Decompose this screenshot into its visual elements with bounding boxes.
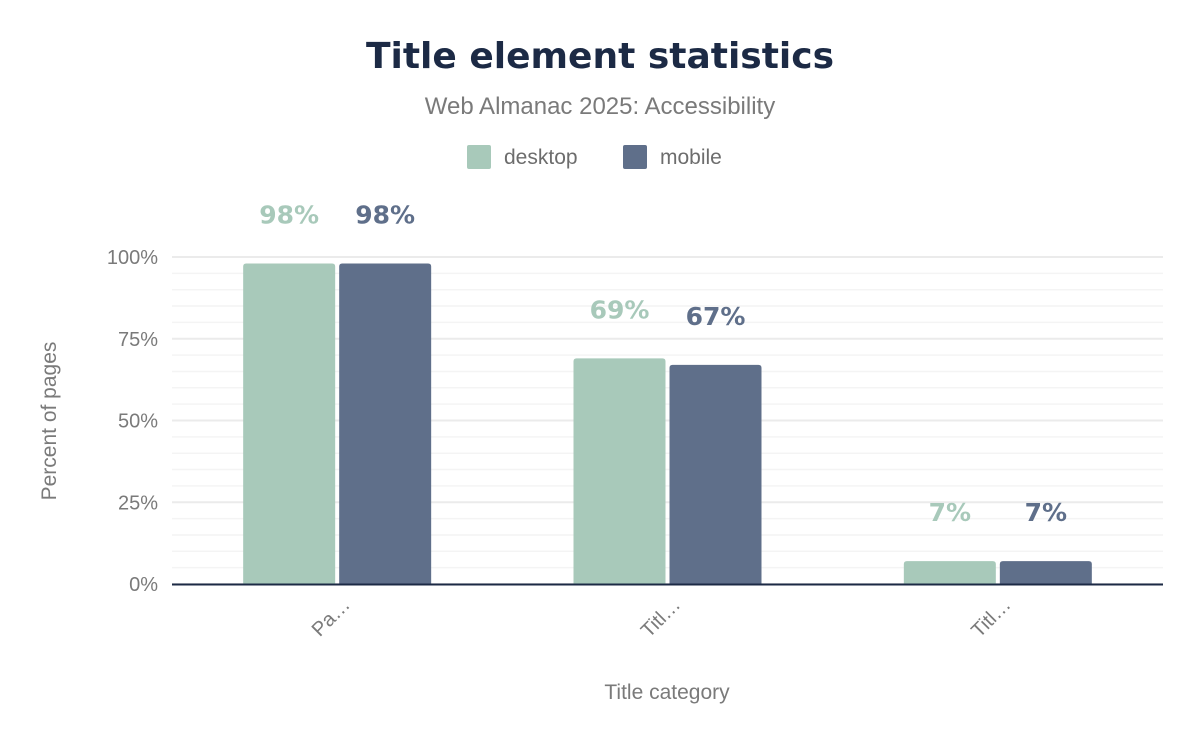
bars: 98% 98% 69% 67% 7% 7% bbox=[243, 201, 1092, 584]
chart-subtitle: Web Almanac 2025: Accessibility bbox=[425, 93, 775, 120]
data-label-desktop: 7% bbox=[929, 498, 971, 527]
data-label-mobile: 67% bbox=[686, 302, 746, 331]
legend-swatch-mobile bbox=[623, 145, 647, 169]
bar-desktop[interactable] bbox=[903, 561, 996, 584]
data-label-desktop: 69% bbox=[590, 295, 650, 324]
y-axis-ticks: 0% 25% 50% 75% 100% bbox=[107, 247, 158, 596]
data-label-desktop: 98% bbox=[259, 201, 319, 230]
legend-label-mobile: mobile bbox=[660, 146, 722, 169]
bar-mobile[interactable] bbox=[669, 364, 762, 584]
y-tick-label: 0% bbox=[129, 574, 158, 596]
bar-mobile[interactable] bbox=[339, 263, 432, 584]
gridlines bbox=[172, 256, 1163, 585]
legend: desktop mobile bbox=[467, 145, 722, 169]
x-tick-label: Pa… bbox=[308, 594, 355, 641]
y-tick-label: 75% bbox=[118, 329, 158, 351]
chart-title: Title element statistics bbox=[366, 36, 834, 77]
legend-swatch-desktop bbox=[467, 145, 491, 169]
y-tick-label: 100% bbox=[107, 247, 158, 269]
bar-mobile[interactable] bbox=[999, 561, 1092, 584]
y-axis-title: Percent of pages bbox=[38, 342, 61, 501]
x-axis-title: Title category bbox=[604, 681, 730, 704]
y-tick-label: 50% bbox=[118, 411, 158, 433]
x-axis-ticks: Pa… Titl… Titl… bbox=[308, 594, 1016, 642]
x-tick-label: Titl… bbox=[967, 594, 1015, 642]
x-tick-label: Titl… bbox=[637, 594, 685, 642]
bar-desktop[interactable] bbox=[573, 358, 666, 584]
data-label-mobile: 98% bbox=[355, 201, 415, 230]
bar-desktop[interactable] bbox=[243, 263, 336, 584]
legend-label-desktop: desktop bbox=[504, 146, 578, 169]
y-tick-label: 25% bbox=[118, 492, 158, 514]
data-label-mobile: 7% bbox=[1025, 498, 1067, 527]
